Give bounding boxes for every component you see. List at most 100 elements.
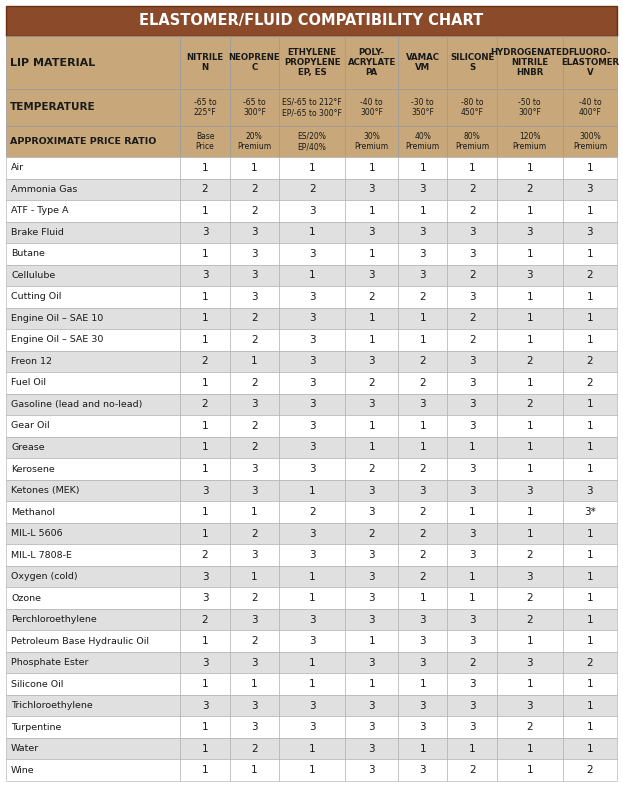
Bar — [279, 157, 345, 179]
Text: 3: 3 — [251, 722, 258, 732]
Bar — [345, 587, 398, 609]
Text: 1: 1 — [526, 442, 533, 453]
Bar — [447, 652, 497, 674]
Bar — [279, 126, 345, 157]
Text: 2: 2 — [251, 744, 258, 754]
Bar — [6, 157, 181, 179]
Bar — [398, 222, 447, 243]
Bar — [497, 179, 563, 200]
Bar — [181, 545, 230, 566]
Bar — [447, 179, 497, 200]
Text: 3: 3 — [309, 249, 315, 259]
Text: -65 to
225°F: -65 to 225°F — [194, 98, 216, 117]
Text: Fuel Oil: Fuel Oil — [11, 379, 46, 387]
Bar — [563, 308, 617, 329]
Bar — [447, 416, 497, 437]
Bar — [345, 36, 398, 89]
Text: 1: 1 — [587, 400, 593, 409]
Bar — [181, 652, 230, 674]
Bar — [6, 264, 181, 286]
Bar — [497, 674, 563, 695]
Text: 1: 1 — [587, 679, 593, 689]
Text: 2: 2 — [526, 593, 533, 603]
Text: 2: 2 — [468, 184, 475, 194]
Bar — [447, 222, 497, 243]
Bar — [447, 545, 497, 566]
Text: 3: 3 — [309, 313, 315, 323]
Text: 3: 3 — [309, 205, 315, 216]
Text: 1: 1 — [202, 378, 208, 388]
Text: 2: 2 — [202, 400, 208, 409]
Text: TEMPERATURE: TEMPERATURE — [10, 102, 95, 113]
Text: 3: 3 — [419, 636, 426, 646]
Bar — [398, 716, 447, 738]
Bar — [230, 222, 279, 243]
Bar — [181, 157, 230, 179]
Text: 2: 2 — [368, 292, 375, 302]
Text: Air: Air — [11, 163, 24, 172]
Text: 3: 3 — [309, 700, 315, 711]
Text: 3: 3 — [368, 593, 375, 603]
Text: 120%
Premium: 120% Premium — [513, 131, 547, 151]
Bar — [279, 458, 345, 480]
Bar — [398, 394, 447, 416]
Bar — [563, 523, 617, 545]
Bar — [563, 394, 617, 416]
Text: 1: 1 — [526, 249, 533, 259]
Bar — [447, 200, 497, 222]
Text: 1: 1 — [202, 313, 208, 323]
Bar — [563, 372, 617, 394]
Bar — [497, 716, 563, 738]
Bar — [279, 523, 345, 545]
Bar — [6, 372, 181, 394]
Text: 1: 1 — [526, 744, 533, 754]
Bar — [6, 222, 181, 243]
Bar — [447, 264, 497, 286]
Bar — [447, 523, 497, 545]
Text: Silicone Oil: Silicone Oil — [11, 680, 64, 689]
Text: 3: 3 — [368, 658, 375, 667]
Bar — [230, 36, 279, 89]
Bar — [181, 501, 230, 523]
Text: FLUORO-
ELASTOMER
V: FLUORO- ELASTOMER V — [561, 47, 619, 77]
Text: 3: 3 — [309, 636, 315, 646]
Text: 1: 1 — [587, 205, 593, 216]
Text: 1: 1 — [587, 335, 593, 345]
Text: 2: 2 — [251, 184, 258, 194]
Bar — [563, 437, 617, 458]
Bar — [447, 329, 497, 351]
Text: 1: 1 — [368, 636, 375, 646]
Bar — [345, 394, 398, 416]
Text: 3: 3 — [468, 636, 475, 646]
Bar — [181, 351, 230, 372]
Bar — [279, 609, 345, 630]
Bar — [181, 200, 230, 222]
Text: 2: 2 — [202, 615, 208, 625]
Bar — [447, 587, 497, 609]
Text: 2: 2 — [419, 507, 426, 517]
Text: 1: 1 — [526, 507, 533, 517]
Text: ES/-65 to 212°F
EP/-65 to 300°F: ES/-65 to 212°F EP/-65 to 300°F — [282, 98, 342, 117]
Bar — [447, 759, 497, 781]
Text: Gear Oil: Gear Oil — [11, 422, 50, 430]
Text: 1: 1 — [202, 765, 208, 775]
Bar — [345, 609, 398, 630]
Bar — [181, 630, 230, 652]
Text: 1: 1 — [202, 744, 208, 754]
Bar — [345, 329, 398, 351]
Bar — [181, 437, 230, 458]
Bar — [6, 416, 181, 437]
Text: 2: 2 — [526, 615, 533, 625]
Text: 3: 3 — [419, 486, 426, 496]
Bar — [279, 759, 345, 781]
Bar — [497, 630, 563, 652]
Text: 1: 1 — [419, 335, 426, 345]
Bar — [230, 716, 279, 738]
Text: 1: 1 — [468, 163, 475, 173]
Bar — [398, 243, 447, 264]
Bar — [181, 566, 230, 587]
Bar — [279, 416, 345, 437]
Bar — [447, 738, 497, 759]
Text: 1: 1 — [251, 357, 258, 367]
Text: 1: 1 — [419, 679, 426, 689]
